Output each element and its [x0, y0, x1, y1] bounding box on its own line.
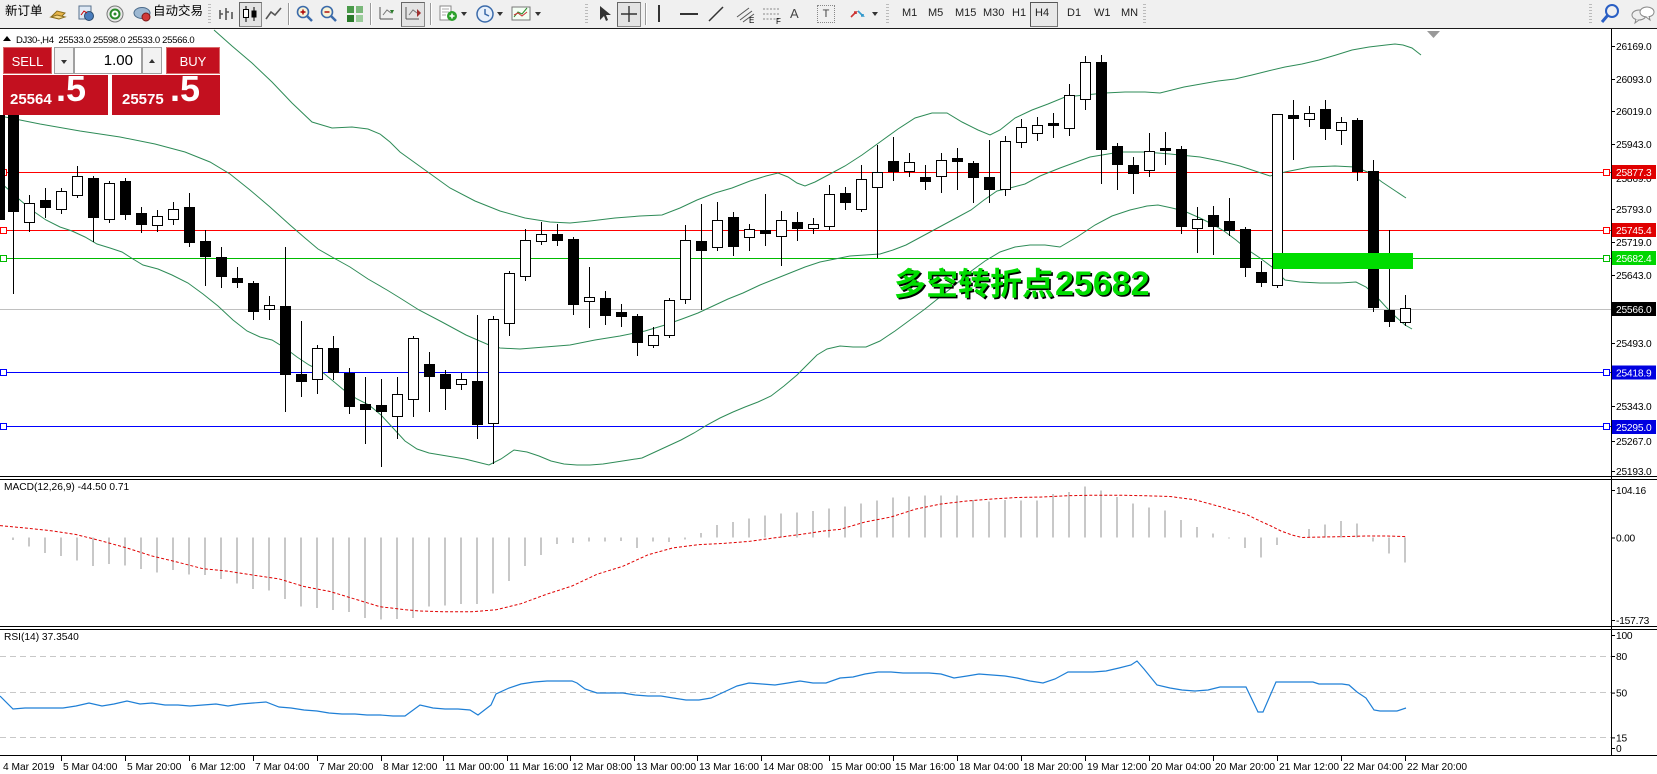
svg-text:7 Mar 04:00: 7 Mar 04:00	[255, 762, 310, 773]
svg-text:25343.0: 25343.0	[1616, 402, 1652, 413]
svg-text:25643.0: 25643.0	[1616, 271, 1652, 282]
svg-text:100: 100	[1616, 631, 1633, 642]
svg-text:11 Mar 16:00: 11 Mar 16:00	[509, 762, 569, 773]
svg-text:80: 80	[1616, 652, 1627, 663]
svg-text:26019.0: 26019.0	[1616, 107, 1652, 118]
svg-text:25869.0: 25869.0	[1616, 174, 1652, 185]
svg-text:20 Mar 04:00: 20 Mar 04:00	[1151, 762, 1211, 773]
svg-text:11 Mar 00:00: 11 Mar 00:00	[445, 762, 505, 773]
svg-text:-157.73: -157.73	[1616, 616, 1650, 627]
svg-text:0: 0	[1616, 744, 1622, 755]
svg-text:F: F	[776, 17, 781, 25]
svg-text:0.00: 0.00	[1616, 534, 1636, 545]
svg-text:25745.4: 25745.4	[1616, 226, 1652, 237]
svg-text:5 Mar 20:00: 5 Mar 20:00	[127, 762, 182, 773]
svg-text:4 Mar 2019: 4 Mar 2019	[3, 762, 55, 773]
svg-text:13 Mar 00:00: 13 Mar 00:00	[636, 762, 696, 773]
svg-text:8 Mar 12:00: 8 Mar 12:00	[383, 762, 438, 773]
svg-text:RSI(14) 37.3540: RSI(14) 37.3540	[4, 632, 79, 643]
svg-text:22 Mar 20:00: 22 Mar 20:00	[1407, 762, 1467, 773]
svg-text:25566.0: 25566.0	[1616, 305, 1652, 316]
svg-text:5 Mar 04:00: 5 Mar 04:00	[63, 762, 118, 773]
svg-text:21 Mar 12:00: 21 Mar 12:00	[1279, 762, 1339, 773]
svg-text:26169.0: 26169.0	[1616, 42, 1652, 53]
svg-text:25493.0: 25493.0	[1616, 339, 1652, 350]
svg-text:DJ30-,H4 25533.0 25598.0 2553: DJ30-,H4 25533.0 25598.0 25533.0 25566.0	[16, 35, 194, 46]
svg-text:25877.3: 25877.3	[1616, 168, 1652, 179]
svg-text:18 Mar 04:00: 18 Mar 04:00	[959, 762, 1019, 773]
svg-text:25267.0: 25267.0	[1616, 437, 1652, 448]
svg-text:12 Mar 08:00: 12 Mar 08:00	[572, 762, 632, 773]
svg-text:15 Mar 16:00: 15 Mar 16:00	[895, 762, 955, 773]
svg-text:18 Mar 20:00: 18 Mar 20:00	[1023, 762, 1083, 773]
svg-text:MACD(12,26,9) -44.50 0.71: MACD(12,26,9) -44.50 0.71	[4, 482, 129, 493]
svg-text:15 Mar 00:00: 15 Mar 00:00	[831, 762, 891, 773]
svg-text:25193.0: 25193.0	[1616, 467, 1652, 478]
svg-text:25418.9: 25418.9	[1616, 369, 1652, 380]
svg-text:25682.4: 25682.4	[1616, 254, 1652, 265]
svg-text:6 Mar 12:00: 6 Mar 12:00	[191, 762, 246, 773]
svg-text:25793.0: 25793.0	[1616, 205, 1652, 216]
svg-text:104.16: 104.16	[1616, 486, 1646, 497]
svg-text:13 Mar 16:00: 13 Mar 16:00	[699, 762, 759, 773]
svg-text:25943.0: 25943.0	[1616, 140, 1652, 151]
svg-text:20 Mar 20:00: 20 Mar 20:00	[1215, 762, 1275, 773]
svg-text:15: 15	[1616, 733, 1627, 744]
svg-text:25295.0: 25295.0	[1616, 423, 1652, 434]
svg-text:19 Mar 12:00: 19 Mar 12:00	[1087, 762, 1147, 773]
svg-text:14 Mar 08:00: 14 Mar 08:00	[763, 762, 823, 773]
svg-text:E: E	[749, 16, 754, 25]
svg-text:50: 50	[1616, 689, 1627, 700]
svg-text:25682: 25682	[1055, 265, 1150, 303]
svg-text:7 Mar 20:00: 7 Mar 20:00	[319, 762, 374, 773]
svg-text:22 Mar 04:00: 22 Mar 04:00	[1343, 762, 1403, 773]
svg-text:26093.0: 26093.0	[1616, 75, 1652, 86]
svg-text:25719.0: 25719.0	[1616, 238, 1652, 249]
